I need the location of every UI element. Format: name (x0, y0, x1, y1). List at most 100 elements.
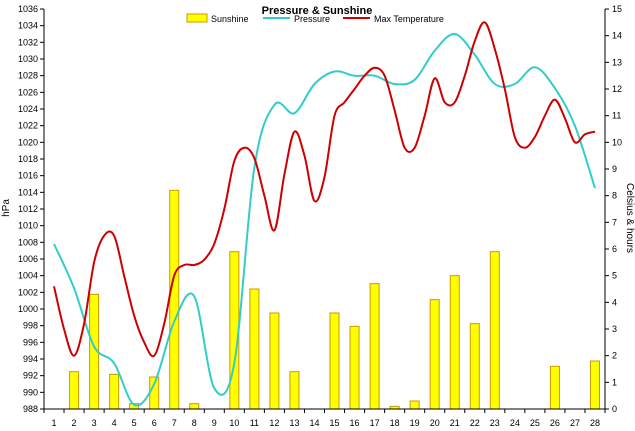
right-tick-label: 8 (612, 191, 617, 201)
sunshine-bar (429, 299, 440, 410)
left-tick-label: 1032 (18, 37, 38, 47)
x-tick-label: 11 (250, 418, 259, 428)
x-tick-label: 16 (350, 418, 360, 428)
sunshine-bar (349, 325, 360, 410)
sunshine-bar (189, 403, 200, 410)
x-tick-label: 6 (152, 418, 157, 428)
x-tick-label: 14 (309, 418, 319, 428)
left-tick-label: 1008 (18, 237, 38, 247)
x-tick-label: 1 (52, 418, 57, 428)
left-tick-label: 998 (23, 321, 38, 331)
right-tick-label: 3 (612, 324, 617, 334)
legend-swatch-sunshine (186, 13, 208, 23)
x-tick-label: 18 (390, 418, 400, 428)
x-tick-label: 25 (530, 418, 540, 428)
left-tick-label: 992 (23, 371, 38, 381)
left-tick-label: 1026 (18, 87, 38, 97)
left-tick-label: 1014 (18, 187, 38, 197)
chart-lines (53, 21, 596, 407)
sunshine-bar (169, 189, 180, 410)
x-tick-label: 19 (410, 418, 420, 428)
sunshine-bar (369, 283, 380, 410)
sunshine-bar (289, 371, 300, 410)
sunshine-bar (469, 323, 480, 410)
x-tick-label: 21 (450, 418, 460, 428)
left-tick-label: 1020 (18, 137, 38, 147)
right-tick-label: 12 (612, 84, 622, 94)
legend-label-pressure: Pressure (294, 14, 330, 24)
x-tick-label: 8 (192, 418, 197, 428)
x-tick-label: 2 (72, 418, 77, 428)
legend-label-sunshine: Sunshine (211, 14, 249, 24)
right-tick-label: 9 (612, 164, 617, 174)
right-axis-label: Celsius & hours (624, 183, 635, 253)
chart-title: Pressure & Sunshine (262, 5, 373, 17)
right-tick-label: 10 (612, 137, 622, 147)
x-tick-label: 4 (112, 418, 117, 428)
left-tick-label: 1024 (18, 104, 38, 114)
sunshine-bar (409, 400, 420, 410)
left-tick-label: 1028 (18, 71, 38, 81)
left-tick-label: 994 (23, 354, 38, 364)
x-tick-label: 13 (289, 418, 299, 428)
left-tick-label: 1006 (18, 254, 38, 264)
right-tick-label: 7 (612, 217, 617, 227)
legend: Sunshine Pressure Max Temperature (186, 13, 444, 24)
x-tick-label: 9 (212, 418, 217, 428)
sunshine-bar (489, 251, 500, 410)
sunshine-bar (109, 373, 120, 410)
right-tick-label: 13 (612, 57, 622, 67)
right-tick-label: 15 (612, 4, 622, 14)
right-tick-label: 5 (612, 271, 617, 281)
x-tick-label: 22 (470, 418, 480, 428)
sunshine-bar (589, 360, 600, 410)
sunshine-bar (249, 288, 260, 410)
right-tick-label: 2 (612, 351, 617, 361)
x-tick-label: 23 (490, 418, 500, 428)
left-tick-label: 1022 (18, 121, 38, 131)
left-axis-label: hPa (1, 199, 12, 217)
legend-label-max-temperature: Max Temperature (374, 14, 444, 24)
left-tick-label: 996 (23, 337, 38, 347)
sunshine-bar (549, 365, 560, 410)
left-tick-label: 1030 (18, 54, 38, 64)
max-temperature-line (53, 21, 596, 358)
sunshine-bar (329, 312, 340, 410)
chart-axes: 9889909929949969981000100210041006100810… (18, 4, 622, 428)
left-tick-label: 1002 (18, 287, 38, 297)
x-tick-label: 17 (370, 418, 380, 428)
pressure-line (53, 33, 596, 407)
right-tick-label: 14 (612, 31, 622, 41)
sunshine-bar (449, 275, 460, 410)
left-tick-label: 990 (23, 387, 38, 397)
x-tick-label: 7 (172, 418, 177, 428)
left-tick-label: 988 (23, 404, 38, 414)
x-tick-label: 27 (570, 418, 580, 428)
right-tick-label: 0 (612, 404, 617, 414)
x-tick-label: 26 (550, 418, 560, 428)
x-tick-label: 12 (269, 418, 279, 428)
x-tick-label: 20 (430, 418, 440, 428)
left-tick-label: 1034 (18, 21, 38, 31)
sunshine-bars (69, 189, 600, 410)
left-tick-label: 1018 (18, 154, 38, 164)
x-tick-label: 10 (229, 418, 239, 428)
left-tick-label: 1016 (18, 171, 38, 181)
x-tick-label: 28 (590, 418, 600, 428)
right-tick-label: 1 (612, 377, 617, 387)
right-tick-label: 11 (612, 111, 621, 121)
left-tick-label: 1012 (18, 204, 38, 214)
sunshine-bar (269, 312, 280, 410)
right-tick-label: 6 (612, 244, 617, 254)
left-tick-label: 1036 (18, 4, 38, 14)
sunshine-bar (69, 371, 80, 410)
x-tick-label: 3 (92, 418, 97, 428)
left-tick-label: 1010 (18, 221, 38, 231)
right-tick-label: 4 (612, 297, 617, 307)
left-tick-label: 1000 (18, 304, 38, 314)
x-tick-label: 5 (132, 418, 137, 428)
left-tick-label: 1004 (18, 271, 38, 281)
x-tick-label: 24 (510, 418, 520, 428)
x-tick-label: 15 (330, 418, 340, 428)
